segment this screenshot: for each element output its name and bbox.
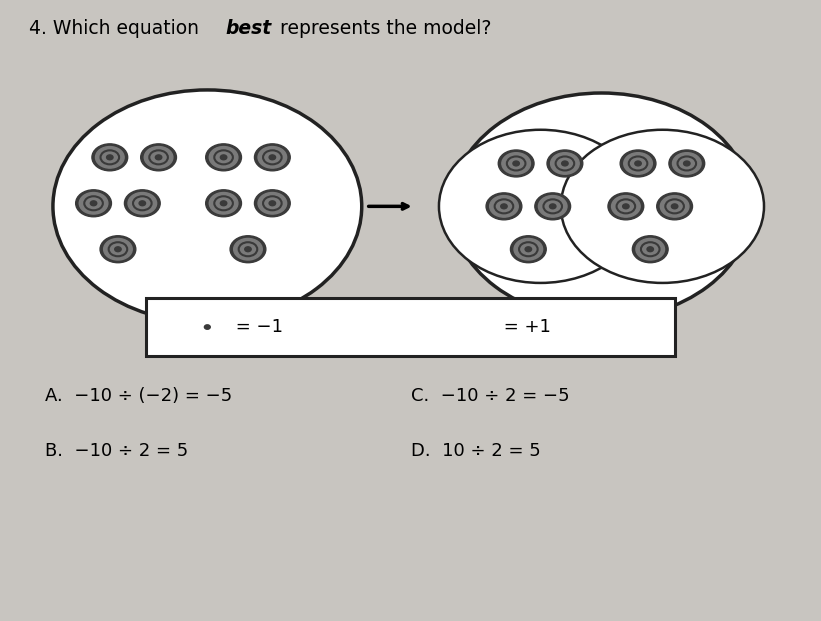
Circle shape <box>439 130 642 283</box>
Circle shape <box>539 196 567 217</box>
Circle shape <box>647 247 654 252</box>
Circle shape <box>80 193 108 214</box>
Circle shape <box>514 238 543 260</box>
Circle shape <box>206 144 241 171</box>
Circle shape <box>620 150 656 177</box>
Circle shape <box>144 147 173 168</box>
Circle shape <box>549 204 556 209</box>
Circle shape <box>191 315 223 339</box>
Circle shape <box>551 153 579 175</box>
Text: C.  −10 ÷ 2 = −5: C. −10 ÷ 2 = −5 <box>410 388 569 406</box>
Circle shape <box>525 247 531 252</box>
Circle shape <box>255 144 291 171</box>
Circle shape <box>139 201 145 206</box>
Circle shape <box>128 193 157 214</box>
Circle shape <box>258 193 287 214</box>
Circle shape <box>657 193 692 220</box>
FancyBboxPatch shape <box>146 298 675 356</box>
Text: best: best <box>225 19 272 39</box>
Circle shape <box>636 238 664 260</box>
Circle shape <box>140 144 177 171</box>
Circle shape <box>502 153 530 175</box>
Circle shape <box>258 147 287 168</box>
Text: 4. Which equation: 4. Which equation <box>29 19 204 39</box>
Circle shape <box>622 204 629 209</box>
Text: represents the model?: represents the model? <box>274 19 491 39</box>
Text: = +1: = +1 <box>498 318 551 336</box>
Circle shape <box>115 247 122 252</box>
Circle shape <box>561 130 764 283</box>
Circle shape <box>660 196 689 217</box>
Circle shape <box>269 201 276 206</box>
Circle shape <box>209 193 238 214</box>
Circle shape <box>562 161 568 166</box>
Circle shape <box>669 150 704 177</box>
Circle shape <box>534 193 571 220</box>
Circle shape <box>635 161 641 166</box>
Circle shape <box>624 153 653 175</box>
Circle shape <box>76 190 112 217</box>
Circle shape <box>498 150 534 177</box>
Circle shape <box>501 204 507 209</box>
Circle shape <box>103 238 132 260</box>
Text: = −1: = −1 <box>230 318 283 336</box>
Circle shape <box>612 196 640 217</box>
Circle shape <box>107 155 113 160</box>
Circle shape <box>209 147 238 168</box>
Circle shape <box>206 190 241 217</box>
Circle shape <box>220 201 227 206</box>
Circle shape <box>195 317 220 337</box>
Text: A.  −10 ÷ (−2) = −5: A. −10 ÷ (−2) = −5 <box>45 388 232 406</box>
Circle shape <box>672 204 678 209</box>
Circle shape <box>632 236 668 263</box>
Circle shape <box>255 190 291 217</box>
Circle shape <box>451 93 752 320</box>
Circle shape <box>511 236 546 263</box>
Circle shape <box>95 147 124 168</box>
Circle shape <box>100 236 135 263</box>
Circle shape <box>230 236 266 263</box>
Circle shape <box>155 155 162 160</box>
Circle shape <box>90 201 97 206</box>
Text: B.  −10 ÷ 2 = 5: B. −10 ÷ 2 = 5 <box>45 442 188 460</box>
Circle shape <box>125 190 160 217</box>
Ellipse shape <box>53 90 362 323</box>
Circle shape <box>489 196 518 217</box>
Circle shape <box>608 193 644 220</box>
Circle shape <box>513 161 520 166</box>
Circle shape <box>684 161 690 166</box>
Circle shape <box>220 155 227 160</box>
Circle shape <box>245 247 251 252</box>
Circle shape <box>269 155 276 160</box>
Circle shape <box>547 150 583 177</box>
Circle shape <box>672 153 701 175</box>
Circle shape <box>234 238 262 260</box>
Circle shape <box>92 144 128 171</box>
Text: D.  10 ÷ 2 = 5: D. 10 ÷ 2 = 5 <box>410 442 540 460</box>
Circle shape <box>486 193 522 220</box>
Circle shape <box>204 325 210 329</box>
